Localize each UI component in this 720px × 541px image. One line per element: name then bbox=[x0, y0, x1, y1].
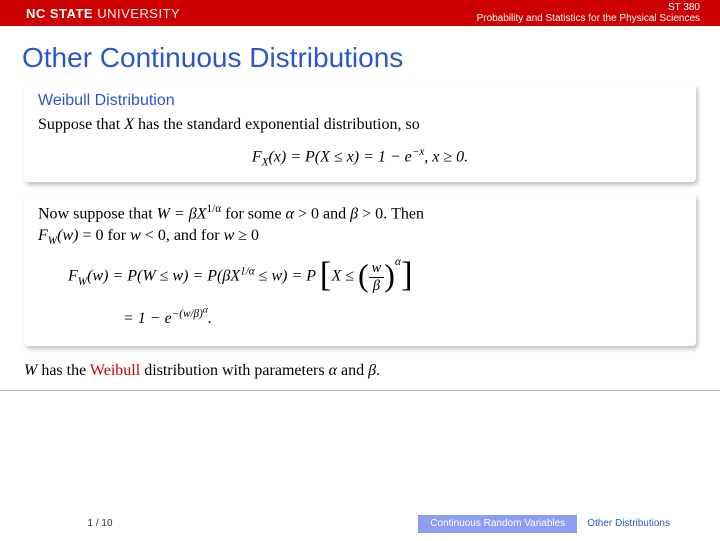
block1-heading: Weibull Distribution bbox=[38, 92, 682, 110]
course-code: ST 380 bbox=[477, 2, 700, 13]
course-info: ST 380 Probability and Statistics for th… bbox=[477, 2, 700, 24]
block2-line2: FW(w) = 0 for w < 0, and for w ≥ 0 bbox=[38, 225, 682, 249]
footer-breadcrumb: Continuous Random Variables Other Distri… bbox=[418, 515, 720, 533]
university-logo: NC STATE UNIVERSITY bbox=[0, 6, 180, 21]
footer-section: Continuous Random Variables bbox=[418, 515, 577, 533]
header-bar: NC STATE UNIVERSITY ST 380 Probability a… bbox=[0, 0, 720, 26]
weibull-keyword: Weibull bbox=[90, 362, 140, 379]
slide-title: Other Continuous Distributions bbox=[0, 26, 720, 74]
footer-topic: Other Distributions bbox=[577, 515, 680, 533]
content-area: Weibull Distribution Suppose that X has … bbox=[0, 74, 720, 346]
formula-weibull-cdf: FW(w) = P(W ≤ w) = P(βX1/α ≤ w) = P [X ≤… bbox=[38, 257, 682, 297]
block2-line1: Now suppose that W = βX1/α for some α > … bbox=[38, 202, 682, 225]
bottom-statement: W has the Weibull distribution with para… bbox=[0, 358, 720, 384]
logo-bold: NC STATE bbox=[26, 6, 93, 21]
logo-thin: UNIVERSITY bbox=[93, 6, 180, 21]
course-title: Probability and Statistics for the Physi… bbox=[477, 13, 700, 24]
block-weibull-derivation: Now suppose that W = βX1/α for some α > … bbox=[24, 194, 696, 346]
block1-text: Suppose that X has the standard exponent… bbox=[38, 114, 682, 136]
block-weibull-intro: Weibull Distribution Suppose that X has … bbox=[24, 84, 696, 182]
footer-bar: 1 / 10 Continuous Random Variables Other… bbox=[0, 515, 720, 533]
divider bbox=[0, 390, 720, 391]
page-counter: 1 / 10 bbox=[0, 515, 200, 533]
formula-weibull-result: = 1 − e−(w/β)α. bbox=[38, 305, 682, 328]
formula-cdf-exponential: FX(x) = P(X ≤ x) = 1 − e−x, x ≥ 0. bbox=[38, 146, 682, 169]
